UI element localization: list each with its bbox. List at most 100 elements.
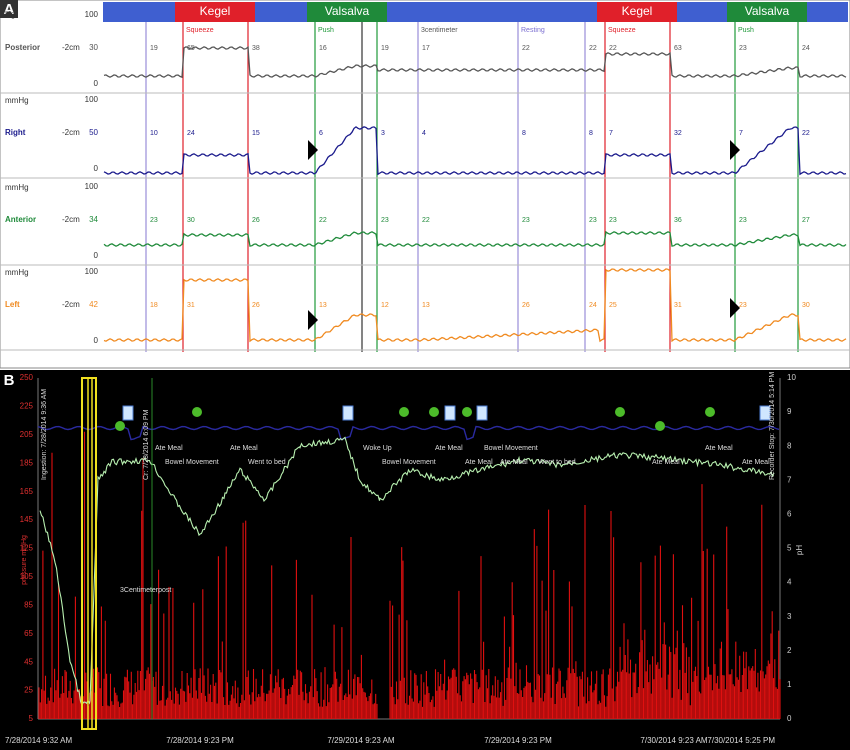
arrowhead xyxy=(730,140,740,160)
reading: 23 xyxy=(739,217,747,224)
reading: 8 xyxy=(522,130,526,137)
position-label: -2cm xyxy=(62,215,80,224)
reading: 22 xyxy=(589,45,597,52)
max-label: 100 xyxy=(85,95,99,104)
reading: 23 xyxy=(150,217,158,224)
x-tick-label: 7/30/2014 5:25 PM xyxy=(707,736,775,745)
channel-value: 34 xyxy=(89,215,98,224)
left-tick-label: 65 xyxy=(24,629,33,638)
reading: 26 xyxy=(522,302,530,309)
ph-trace xyxy=(39,436,775,707)
marker-label: Push xyxy=(318,27,334,34)
reading: 24 xyxy=(187,130,195,137)
reading: 13 xyxy=(319,302,327,309)
left-tick-label: 250 xyxy=(20,373,34,382)
left-tick-label: 145 xyxy=(20,515,34,524)
highlight xyxy=(87,377,93,730)
reading: 3 xyxy=(381,130,385,137)
reading: 7 xyxy=(609,130,613,137)
reading: 26 xyxy=(252,302,260,309)
reading: 23 xyxy=(739,302,747,309)
reading: 19 xyxy=(381,45,389,52)
reading: 8 xyxy=(589,130,593,137)
max-label: 100 xyxy=(85,182,99,191)
arrowhead xyxy=(308,140,318,160)
right-tick-label: 5 xyxy=(787,544,792,553)
bowel-icon xyxy=(759,405,771,421)
reading: 16 xyxy=(319,45,327,52)
channel-value: 30 xyxy=(89,43,98,52)
reading: 22 xyxy=(522,45,530,52)
x-tick-label: 7/29/2014 9:23 PM xyxy=(484,736,552,745)
reading: 22 xyxy=(319,217,327,224)
right-tick-label: 4 xyxy=(787,578,792,587)
unit-label: mmHg xyxy=(5,268,29,277)
arrowhead xyxy=(308,310,318,330)
reading: 19 xyxy=(150,45,158,52)
min-label: 0 xyxy=(94,336,99,345)
unit-label: mmHg xyxy=(5,183,29,192)
reading: 24 xyxy=(802,45,810,52)
reading: 27 xyxy=(802,217,810,224)
reading: 23 xyxy=(381,217,389,224)
event-box xyxy=(175,2,255,22)
left-tick-label: 105 xyxy=(20,572,34,581)
reading: 22 xyxy=(422,217,430,224)
annotation: Ate Meal xyxy=(705,445,733,452)
event-box xyxy=(307,2,387,22)
reading: 4 xyxy=(422,130,426,137)
right-tick-label: 1 xyxy=(787,680,792,689)
meal-icon xyxy=(429,407,439,417)
reading: 18 xyxy=(150,302,158,309)
panel-a-frame xyxy=(0,0,850,369)
min-label: 0 xyxy=(94,251,99,260)
reading: 12 xyxy=(381,302,389,309)
marker-label: 3centimeter xyxy=(421,27,458,34)
arrowhead xyxy=(730,298,740,318)
channel-name: Posterior xyxy=(5,43,40,52)
right-tick-label: 8 xyxy=(787,441,792,450)
pressure-trace xyxy=(103,45,847,79)
pressure-trace xyxy=(103,268,847,343)
panel-label: B xyxy=(4,372,15,389)
channel-value: 42 xyxy=(89,300,98,309)
annotation: Ate Meal xyxy=(652,459,680,466)
annotation: Ate Meal xyxy=(155,445,183,452)
x-tick-label: 7/28/2014 9:23 PM xyxy=(166,736,234,745)
x-tick-label: 7/28/2014 9:32 AM xyxy=(5,736,73,745)
right-tick-label: 7 xyxy=(787,475,792,484)
reading: 23 xyxy=(609,217,617,224)
reading: 30 xyxy=(187,217,195,224)
max-label: 100 xyxy=(85,267,99,276)
min-label: 0 xyxy=(94,164,99,173)
right-axis-title: pH xyxy=(795,545,804,555)
event-label: Kegel xyxy=(622,4,653,18)
left-tick-label: 165 xyxy=(20,487,34,496)
reading: 32 xyxy=(674,130,682,137)
event-label: Kegel xyxy=(200,4,231,18)
channel-name: Right xyxy=(5,128,26,137)
reading: 31 xyxy=(674,302,682,309)
unit-label: Hg xyxy=(5,10,15,19)
marker-label: Squeeze xyxy=(608,27,636,34)
reading: 26 xyxy=(252,217,260,224)
right-tick-label: 6 xyxy=(787,510,792,519)
event-box xyxy=(727,2,807,22)
reading: 13 xyxy=(422,302,430,309)
meal-icon xyxy=(705,407,715,417)
reading: 17 xyxy=(422,45,430,52)
meal-icon xyxy=(655,421,665,431)
annotation: Ate Meal xyxy=(435,445,463,452)
meal-icon xyxy=(115,421,125,431)
min-label: 0 xyxy=(94,79,99,88)
bowel-icon xyxy=(342,405,354,421)
right-tick-label: 9 xyxy=(787,407,792,416)
panel-label: A xyxy=(4,1,15,18)
marker-label: Resting xyxy=(521,27,545,34)
pressure-trace xyxy=(103,126,847,176)
annotation: Ate Meal xyxy=(230,445,258,452)
right-tick-label: 10 xyxy=(787,373,796,382)
x-tick-label: 7/30/2014 9:23 AM xyxy=(640,736,708,745)
